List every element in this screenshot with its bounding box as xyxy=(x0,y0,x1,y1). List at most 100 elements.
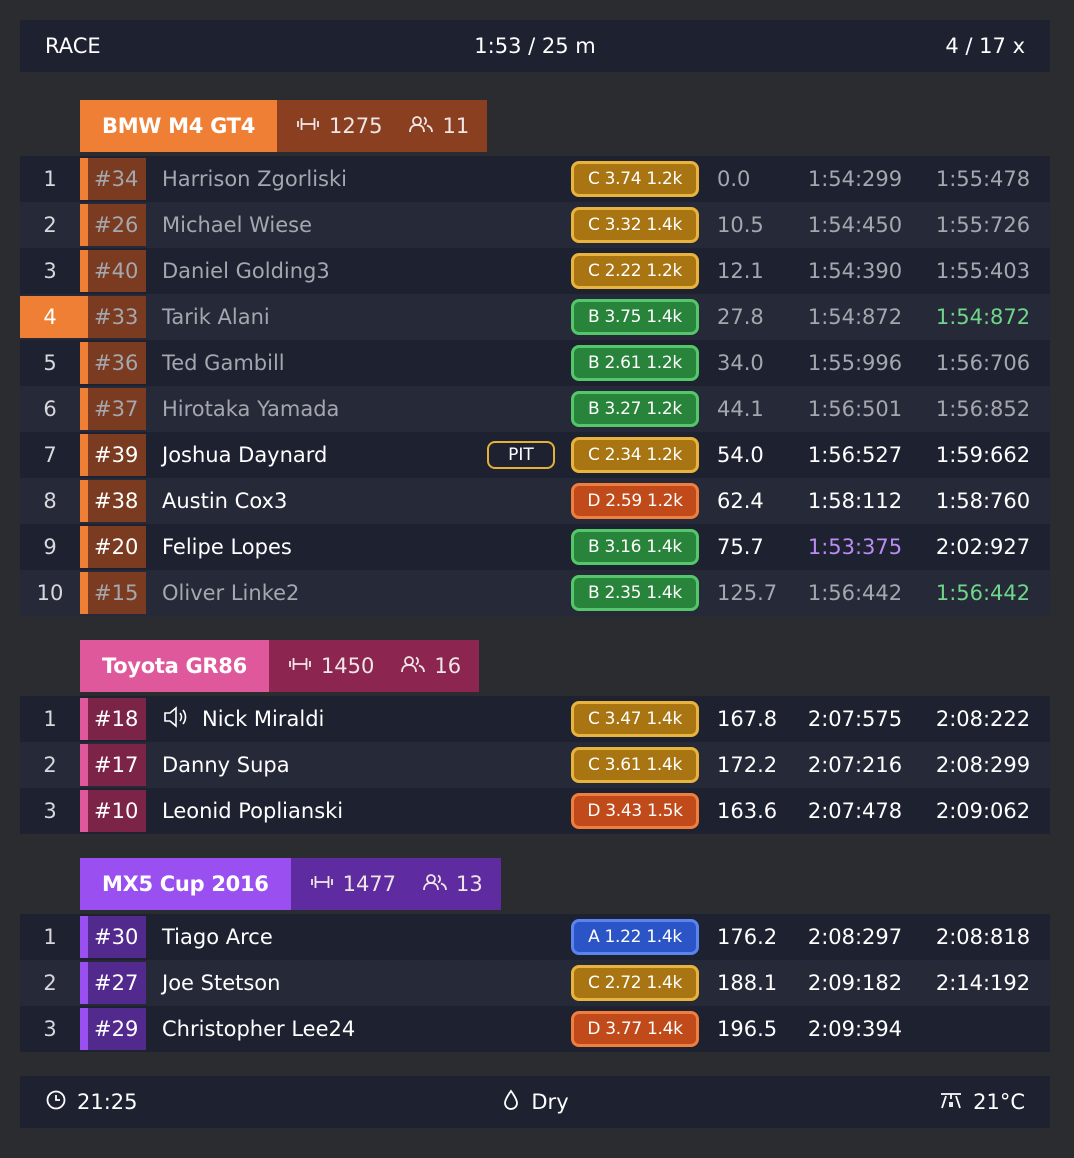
last-lap: 1:55:478 xyxy=(935,167,1031,191)
car-number: #27 xyxy=(80,962,146,1004)
driver: Hirotaka Yamada xyxy=(146,397,471,421)
standings-row[interactable]: 2 #17 Danny Supa C 3.61 1.4k 172.2 2:07:216 2:… xyxy=(20,742,1050,788)
standings-row[interactable]: 1 #18 Nick Miraldi C 3.47 1.4k 167.8 2:07:575… xyxy=(20,696,1050,742)
gap: 75.7 xyxy=(717,535,764,559)
gap: 54.0 xyxy=(717,443,764,467)
gap: 167.8 xyxy=(717,707,778,731)
driver-name: Christopher Lee24 xyxy=(162,1017,356,1041)
driver-name: Harrison Zgorliski xyxy=(162,167,347,191)
standings-row[interactable]: 3 #10 Leonid Poplianski D 3.43 1.5k 163.6 2:0… xyxy=(20,788,1050,834)
class-header: BMW M4 GT4 1275 11 xyxy=(80,100,1050,152)
standings-row[interactable]: 10 #15 Oliver Linke2 B 2.35 1.4k 125.7 1:56:4… xyxy=(20,570,1050,616)
license-badge: C 3.32 1.4k xyxy=(571,207,699,243)
gap: 27.8 xyxy=(717,305,764,329)
last-lap: 1:55:726 xyxy=(935,213,1031,237)
position: 1 xyxy=(43,707,57,731)
gap: 176.2 xyxy=(717,925,778,949)
license-badge: D 2.59 1.2k xyxy=(571,483,699,519)
driver: Harrison Zgorliski xyxy=(146,167,471,191)
car-number-label: #30 xyxy=(94,925,139,949)
car-number-label: #38 xyxy=(94,489,139,513)
car-number: #38 xyxy=(80,480,146,522)
position: 5 xyxy=(43,351,57,375)
pit-cell: PIT xyxy=(471,441,571,469)
class-header: Toyota GR86 1450 16 xyxy=(80,640,1050,692)
driver-name: Hirotaka Yamada xyxy=(162,397,340,421)
driver: Danny Supa xyxy=(146,753,471,777)
track-temperature: 21°C xyxy=(973,1090,1026,1114)
car-number: #37 xyxy=(80,388,146,430)
position: 1 xyxy=(43,167,57,191)
class-sof: 1477 xyxy=(342,872,397,896)
car-number-label: #33 xyxy=(94,305,139,329)
standings-row[interactable]: 9 #20 Felipe Lopes B 3.16 1.4k 75.7 1:53:375 2… xyxy=(20,524,1050,570)
position: 3 xyxy=(43,259,57,283)
car-number: #17 xyxy=(80,744,146,786)
best-lap: 2:07:216 xyxy=(807,753,903,777)
standings-row[interactable]: 5 #36 Ted Gambill B 2.61 1.2k 34.0 1:55:996 1:… xyxy=(20,340,1050,386)
standings-row[interactable]: 1 #34 Harrison Zgorliski C 3.74 1.2k 0.0 1:54… xyxy=(20,156,1050,202)
driver: Austin Cox3 xyxy=(146,489,471,513)
license-badge: C 3.74 1.2k xyxy=(571,161,699,197)
license-badge: B 2.35 1.4k xyxy=(571,575,699,611)
driver: Tarik Alani xyxy=(146,305,471,329)
gap: 0.0 xyxy=(717,167,751,191)
best-lap: 1:55:996 xyxy=(807,351,903,375)
position: 3 xyxy=(43,799,57,823)
standings-row[interactable]: 3 #29 Christopher Lee24 D 3.77 1.4k 196.5 2:0… xyxy=(20,1006,1050,1052)
car-number: #36 xyxy=(80,342,146,384)
car-number-label: #39 xyxy=(94,443,139,467)
driver: Tiago Arce xyxy=(146,925,471,949)
standings-row[interactable]: 2 #27 Joe Stetson C 2.72 1.4k 188.1 2:09:182 2… xyxy=(20,960,1050,1006)
position: 7 xyxy=(43,443,57,467)
position: 3 xyxy=(43,1017,57,1041)
standings-row[interactable]: 2 #26 Michael Wiese C 3.32 1.4k 10.5 1:54:450… xyxy=(20,202,1050,248)
license-badge: C 3.61 1.4k xyxy=(571,747,699,783)
driver: Christopher Lee24 xyxy=(146,1017,471,1041)
driver-name: Daniel Golding3 xyxy=(162,259,330,283)
car-number: #15 xyxy=(80,572,146,614)
session-footer: 21:25 Dry 21°C xyxy=(20,1076,1050,1128)
session-header: RACE 1:53 / 25 m 4 / 17 x xyxy=(20,20,1050,72)
gap: 44.1 xyxy=(717,397,764,421)
pit-badge: PIT xyxy=(487,441,555,469)
license-badge: D 3.77 1.4k xyxy=(571,1011,699,1047)
driver: Nick Miraldi xyxy=(146,705,471,734)
license-badge: C 3.47 1.4k xyxy=(571,701,699,737)
dumbbell-icon xyxy=(287,654,313,678)
position: 8 xyxy=(43,489,57,513)
car-number: #20 xyxy=(80,526,146,568)
speaker-icon xyxy=(162,705,192,734)
car-number-label: #34 xyxy=(94,167,139,191)
standings-row[interactable]: 7 #39 Joshua Daynard PIT C 2.34 1.2k 54.0 1:56… xyxy=(20,432,1050,478)
car-number-label: #40 xyxy=(94,259,139,283)
driver-name: Joe Stetson xyxy=(162,971,281,995)
standings-row[interactable]: 6 #37 Hirotaka Yamada B 3.27 1.2k 44.1 1:56:5… xyxy=(20,386,1050,432)
best-lap: 1:53:375 xyxy=(807,535,903,559)
driver: Felipe Lopes xyxy=(146,535,471,559)
last-lap: 2:08:222 xyxy=(935,707,1031,731)
gap: 188.1 xyxy=(717,971,778,995)
class-name: BMW M4 GT4 xyxy=(80,100,278,152)
best-lap: 2:09:182 xyxy=(807,971,903,995)
class-section: MX5 Cup 2016 1477 13 1 #30 Tiago Arce A 1.22 1… xyxy=(20,858,1050,1052)
standings-row[interactable]: 8 #38 Austin Cox3 D 2.59 1.2k 62.4 1:58:112 1:… xyxy=(20,478,1050,524)
driver-name: Leonid Poplianski xyxy=(162,799,344,823)
best-lap: 1:58:112 xyxy=(807,489,903,513)
standings-row[interactable]: 3 #40 Daniel Golding3 C 2.22 1.2k 12.1 1:54:3… xyxy=(20,248,1050,294)
position: 2 xyxy=(43,971,57,995)
position: 6 xyxy=(43,397,57,421)
standings-row[interactable]: 1 #30 Tiago Arce A 1.22 1.4k 176.2 2:08:297 2:… xyxy=(20,914,1050,960)
driver-name: Ted Gambill xyxy=(162,351,285,375)
gap: 125.7 xyxy=(717,581,778,605)
standings-row[interactable]: 4 #33 Tarik Alani B 3.75 1.4k 27.8 1:54:872 1:… xyxy=(20,294,1050,340)
car-number-label: #36 xyxy=(94,351,139,375)
car-number: #26 xyxy=(80,204,146,246)
last-lap: 2:08:818 xyxy=(935,925,1031,949)
driver: Leonid Poplianski xyxy=(146,799,471,823)
position: 10 xyxy=(36,581,64,605)
license-badge: B 3.16 1.4k xyxy=(571,529,699,565)
car-number: #10 xyxy=(80,790,146,832)
best-lap: 1:56:501 xyxy=(807,397,903,421)
car-number-label: #15 xyxy=(94,581,139,605)
